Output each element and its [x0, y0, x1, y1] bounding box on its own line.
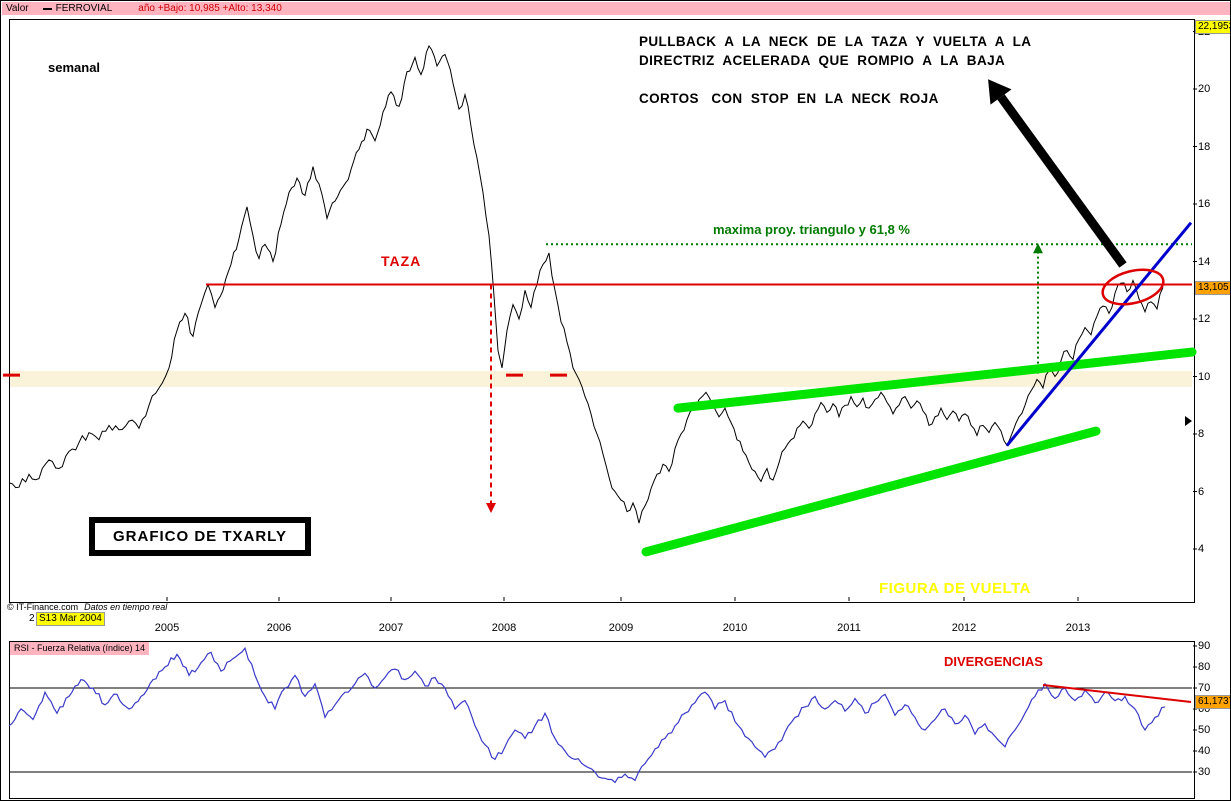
divergencias-label: DIVERGENCIAS: [944, 654, 1043, 669]
year-label: 2013: [1065, 622, 1091, 634]
rsi-tick-label: 70: [1198, 682, 1211, 694]
rsi-tick-label: 30: [1198, 766, 1211, 778]
taza-label: TAZA: [381, 253, 422, 269]
copyright-source: © IT-Finance.com: [7, 602, 79, 612]
copyright-line: © IT-Finance.com Datos en tiempo real: [7, 602, 167, 612]
projection-label: maxima proy. triangulo y 61,8 %: [713, 222, 910, 237]
high-price-tag: 22,1953: [1195, 20, 1230, 34]
price-tick-label: 18: [1198, 140, 1211, 153]
rsi-panel-frame[interactable]: [9, 641, 1195, 799]
start-date-tag: S13 Mar 2004: [36, 612, 105, 626]
year-label: 2008: [491, 622, 517, 634]
annotation-block: PULLBACK A LA NECK DE LA TAZA Y VUELTA A…: [639, 32, 1031, 108]
instrument-name: FERROVIAL: [55, 3, 113, 14]
date-prefix: 2: [29, 613, 35, 624]
price-tick-label: 8: [1198, 428, 1205, 440]
year-label: 2009: [608, 622, 634, 634]
price-tick-label: 14: [1198, 255, 1211, 268]
rsi-tick-label: 40: [1198, 745, 1211, 757]
timeframe-label: semanal: [48, 60, 101, 75]
annotation-line-3: CORTOS CON STOP EN LA NECK ROJA: [639, 91, 939, 106]
price-tick-label: 16: [1198, 198, 1211, 210]
annotation-line-1: PULLBACK A LA NECK DE LA TAZA Y VUELTA A…: [639, 34, 1032, 49]
x-axis-year-labels: 2005 2006 2007 2008 2009 2010 2011 2012 2013: [1, 622, 1230, 636]
year-label: 2006: [266, 622, 292, 634]
year-label: 2010: [722, 622, 748, 634]
topbar-valor-label: Valor: [6, 3, 29, 14]
rsi-tick-label: 90: [1198, 640, 1211, 652]
topbar: Valor FERROVIAL año +Bajo: 10,985 +Alto:…: [2, 2, 1230, 15]
copyright-realtime: Datos en tiempo real: [84, 602, 168, 612]
figura-de-vuelta-label: FIGURA DE VUELTA: [879, 580, 1031, 597]
year-label: 2011: [837, 622, 861, 634]
annotation-line-2: DIRECTRIZ ACELERADA QUE ROMPIO A LA BAJA: [639, 53, 1006, 68]
year-label: 2012: [951, 622, 977, 634]
rsi-last-value-tag: 61,1737: [1195, 695, 1230, 709]
rsi-indicator-header: RSI - Fuerza Relativa (índice) 14: [10, 642, 150, 655]
year-label: 2005: [154, 622, 180, 634]
main-chart-frame[interactable]: [9, 19, 1195, 603]
price-tick-label: 6: [1198, 485, 1205, 498]
year-label: 2007: [378, 622, 404, 634]
grafico-de-txarly-box: GRAFICO DE TXARLY: [89, 517, 311, 556]
price-series-swatch-icon: [42, 7, 52, 10]
price-tick-label: 12: [1198, 313, 1211, 325]
last-price-tag: 13,105: [1195, 281, 1230, 295]
price-tick-label: 10: [1198, 370, 1211, 383]
price-tick-label: 4: [1198, 543, 1205, 555]
price-tick-label: 20: [1198, 83, 1211, 95]
rsi-tick-label: 80: [1198, 661, 1211, 673]
year-high-low-stats: año +Bajo: 10,985 +Alto: 13,340: [138, 3, 282, 14]
rsi-tick-label: 50: [1198, 724, 1211, 736]
